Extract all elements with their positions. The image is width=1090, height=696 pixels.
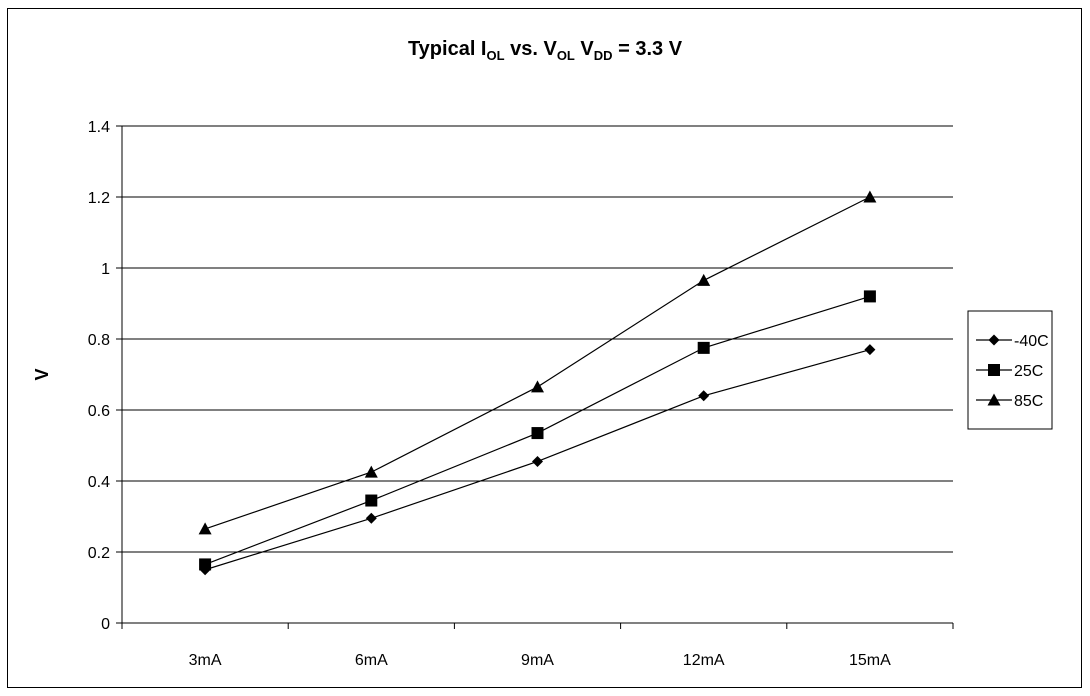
chart-title-part: Typical I <box>408 38 487 60</box>
data-point-square <box>531 427 544 440</box>
chart-title: Typical IOL vs. VOL VDD = 3.3 V <box>408 38 683 63</box>
data-point-square <box>199 558 212 571</box>
x-tick-label: 9mA <box>521 652 554 669</box>
legend-marker-diamond <box>988 334 1000 346</box>
legend-label: 85C <box>1014 393 1043 410</box>
series-layer <box>198 190 877 576</box>
axes <box>116 125 954 629</box>
y-tick-label: 1.4 <box>88 119 110 136</box>
series-line <box>204 196 871 530</box>
data-point-diamond <box>532 455 543 467</box>
y-tick-label: 0.2 <box>88 545 110 562</box>
legend-label: -40C <box>1014 333 1049 350</box>
y-tick-labels: 0 0.2 0.4 0.6 0.8 1 1.2 1.4 <box>88 119 110 633</box>
legend-item: 85C <box>976 393 1043 410</box>
y-tick-label: 1.2 <box>88 190 110 207</box>
data-point-triangle <box>198 522 212 535</box>
chart-title-part: vs. V <box>505 38 558 60</box>
x-tick-label: 12mA <box>683 652 725 669</box>
legend-marker-triangle <box>987 393 1001 406</box>
series--40C <box>199 344 876 576</box>
x-tick-labels: 3mA 6mA 9mA 12mA 15mA <box>189 652 891 669</box>
data-point-triangle <box>863 190 877 203</box>
y-tick-label: 1 <box>101 261 110 278</box>
data-point-square <box>697 341 710 354</box>
chart-title-part: V <box>575 38 595 60</box>
x-tick-label: 3mA <box>189 652 222 669</box>
data-point-triangle <box>364 465 378 478</box>
data-point-triangle <box>531 380 544 393</box>
legend-item: 25C <box>976 363 1043 380</box>
data-point-diamond <box>365 512 377 524</box>
series-25C <box>199 290 876 571</box>
chart-title-part: OL <box>486 48 504 63</box>
x-tick-label: 6mA <box>355 652 388 669</box>
legend-item: -40C <box>976 333 1049 350</box>
y-tick-label: 0.8 <box>88 332 110 349</box>
y-tick-label: 0 <box>101 616 110 633</box>
x-tick-label: 15mA <box>849 652 891 669</box>
chart-frame <box>7 8 1082 688</box>
gridlines <box>122 125 953 553</box>
series-85C <box>198 190 877 535</box>
data-point-diamond <box>864 344 876 356</box>
legend: -40C 25C 85C <box>967 310 1053 430</box>
data-point-triangle <box>697 273 711 286</box>
legend-marker-square <box>988 364 1000 376</box>
chart-title-part: = 3.3 V <box>613 38 683 60</box>
data-point-square <box>365 494 378 507</box>
y-tick-label: 0.6 <box>88 403 110 420</box>
data-point-diamond <box>698 390 710 402</box>
y-tick-label: 0.4 <box>88 474 110 491</box>
y-axis-label: V <box>32 368 52 380</box>
data-point-square <box>863 290 876 303</box>
legend-label: 25C <box>1014 363 1043 380</box>
chart-title-part: DD <box>594 48 613 63</box>
chart-title-part: OL <box>557 48 575 63</box>
